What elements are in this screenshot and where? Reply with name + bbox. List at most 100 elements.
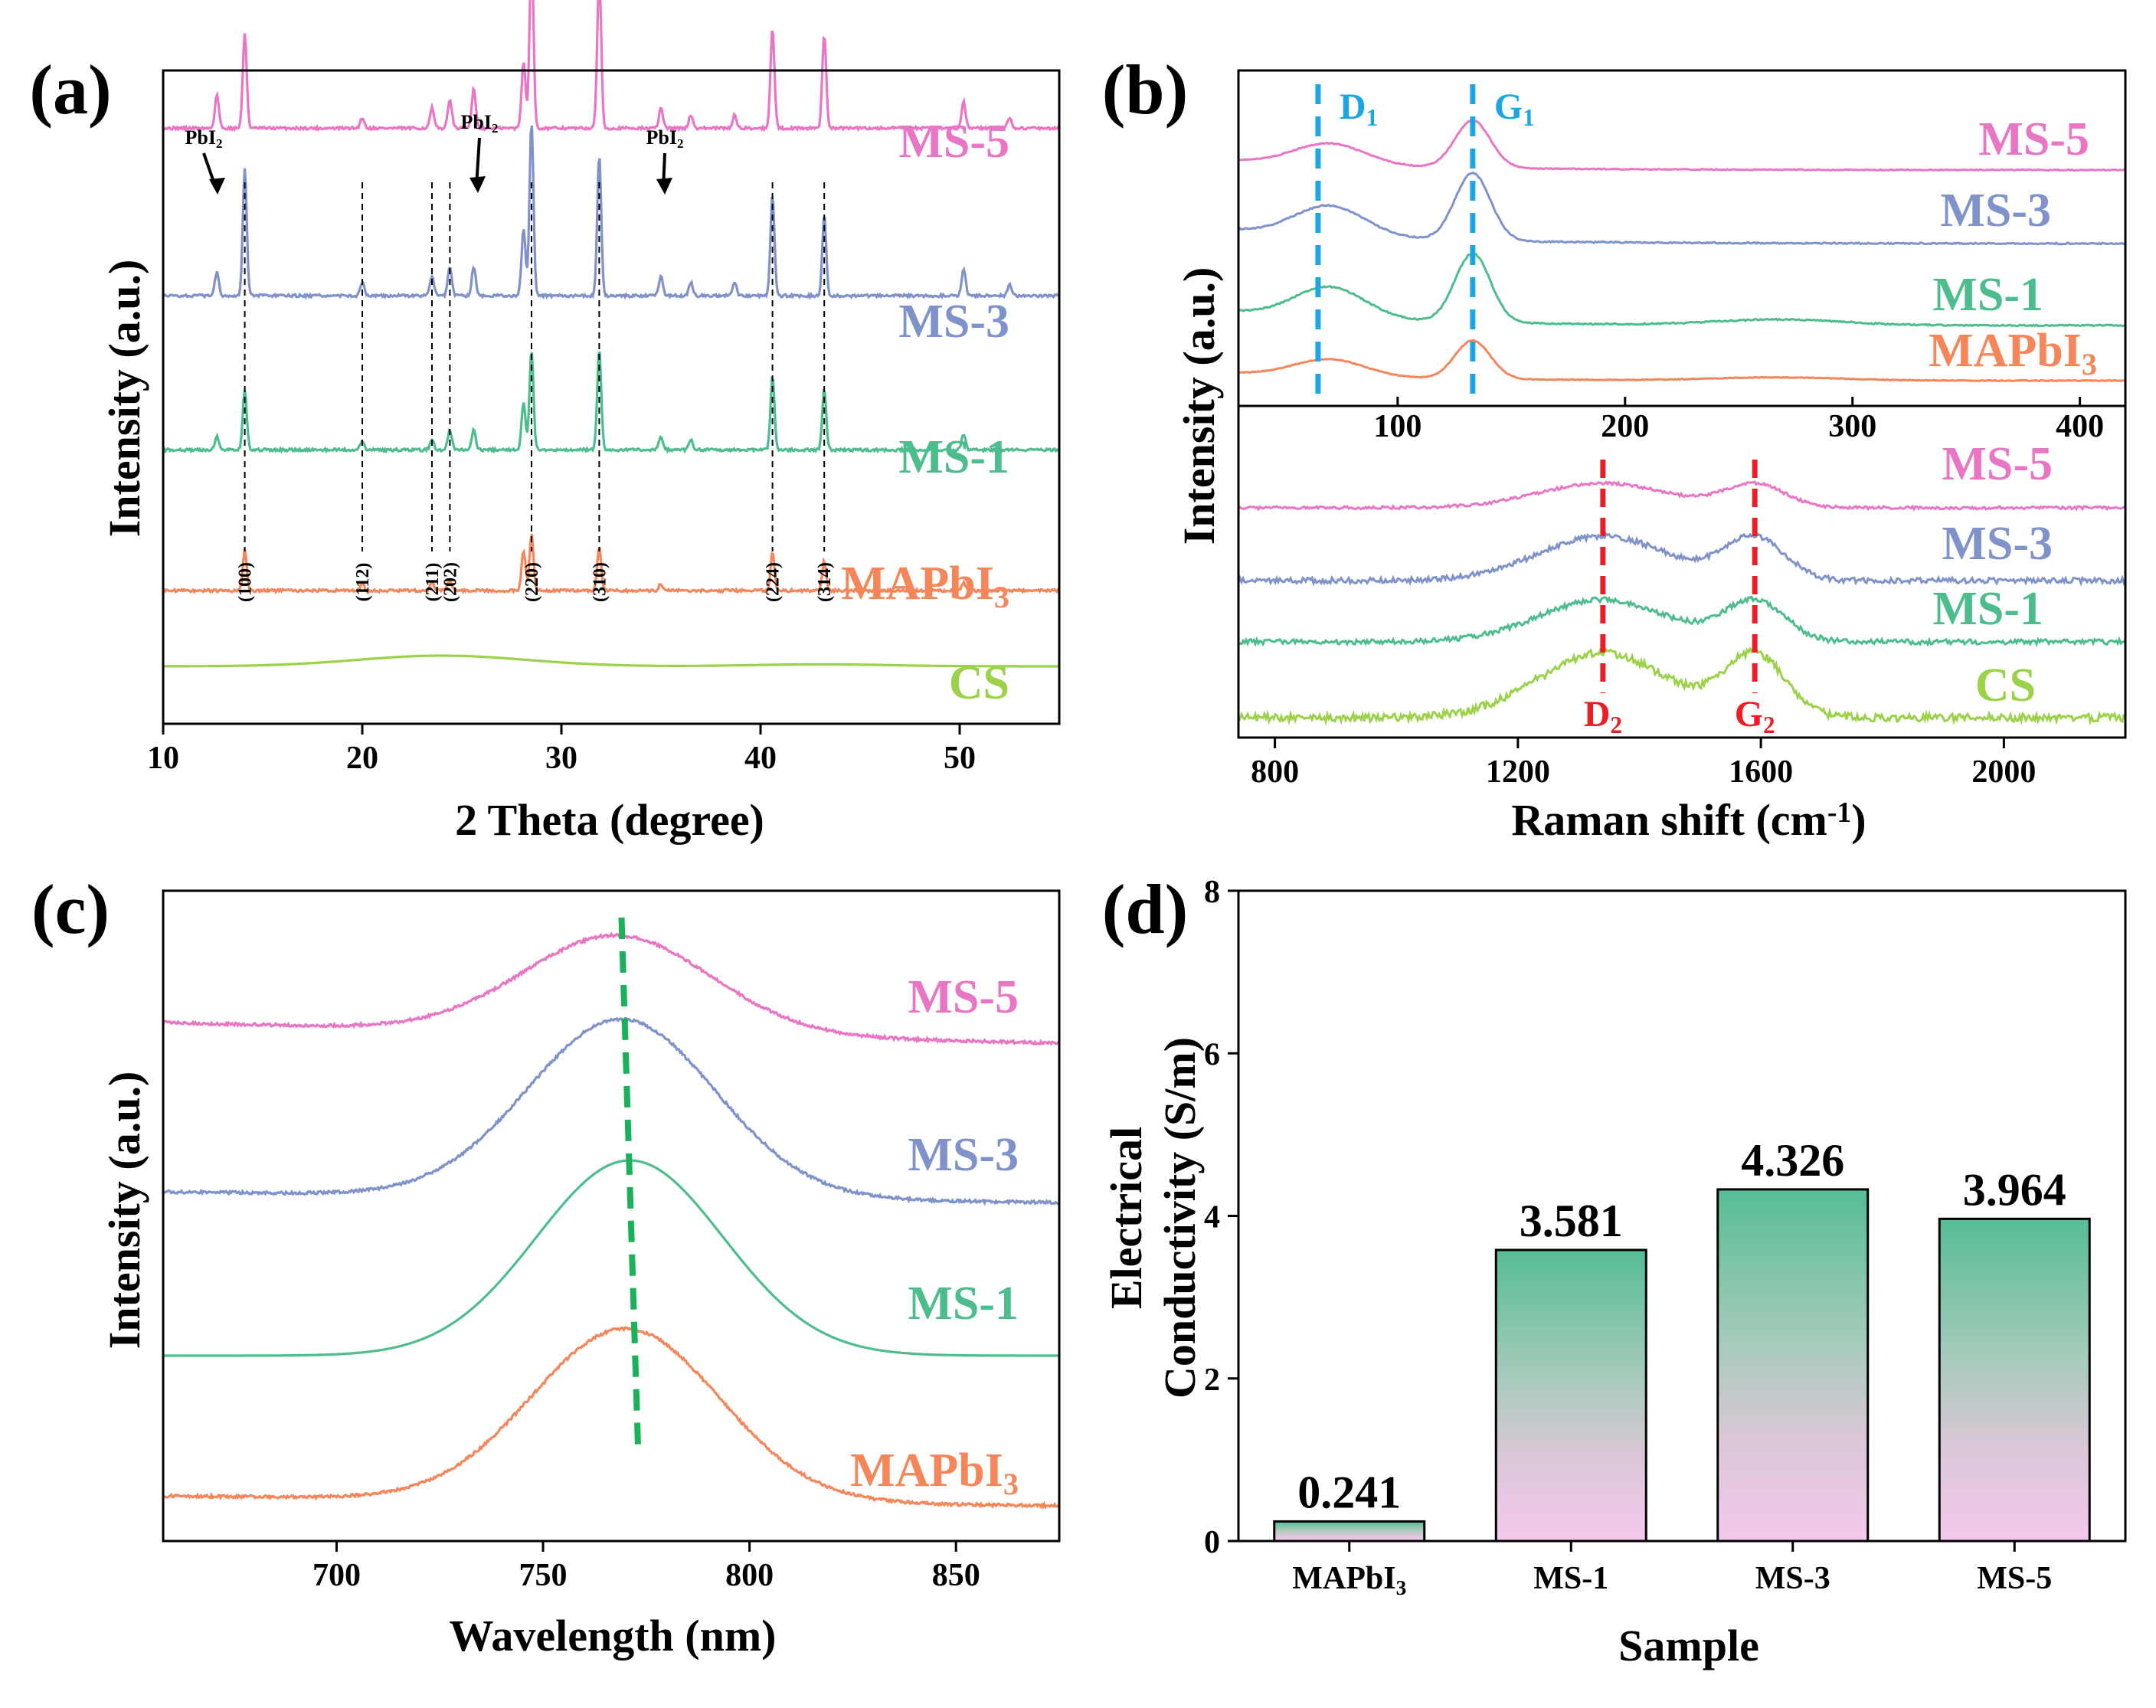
pbi2-annotation: PbI2 — [185, 126, 223, 151]
y-axis-title-d-line1: Electrical — [1101, 1127, 1151, 1309]
bar-mapbi3 — [1273, 1520, 1426, 1543]
x-axis-c-tick-label: 700 — [312, 1558, 361, 1593]
series-label-mapbi3: MAPbI3 — [841, 558, 1009, 614]
bar-value-label: 4.326 — [1741, 1135, 1844, 1186]
raman-bottom-label-ms-3: MS-3 — [1942, 518, 2053, 570]
raman-bottom-line-ms-5 — [1237, 480, 2126, 512]
raman-bottom-line-ms-1 — [1238, 595, 2127, 647]
hkl-label: (224) — [764, 562, 784, 602]
raman-marker-label: D2 — [1584, 694, 1622, 738]
hkl-label: (220) — [522, 562, 542, 602]
bar-value-label: 3.964 — [1963, 1164, 2066, 1215]
x-tick-label-d: MS-3 — [1755, 1561, 1830, 1596]
pl-label-ms-1: MS-1 — [908, 1278, 1019, 1330]
bar-ms-3 — [1716, 1188, 1870, 1543]
pl-line-ms-1 — [163, 1159, 1059, 1357]
y-axis-title-a: Intensity (a.u.) — [100, 260, 149, 538]
pbi2-arrowhead — [469, 176, 486, 193]
raman-bottom-label-ms-1: MS-1 — [1932, 583, 2043, 635]
hkl-label: (211) — [423, 563, 443, 602]
axes-frame-a — [162, 69, 1061, 725]
axes-frame-d — [1237, 889, 2127, 1543]
x-axis-c-tick-label: 850 — [932, 1558, 980, 1593]
hkl-label: (112) — [353, 563, 373, 602]
pl-line-ms-5 — [162, 931, 1061, 1046]
y-axis-title-c: Intensity (a.u.) — [100, 1072, 149, 1350]
x-axis-title-a: 2 Theta (degree) — [455, 795, 764, 845]
pl-line-mapbi3 — [162, 1326, 1061, 1510]
peak-shift-line — [618, 917, 642, 1448]
x-axis-a-tick-label: 20 — [346, 741, 378, 776]
panel-label-d: (d) — [1102, 870, 1188, 948]
x-axis-a-tick-label: 30 — [545, 741, 577, 776]
y-tick-label-d: 8 — [1204, 875, 1220, 910]
raman-top-label-ms-3: MS-3 — [1940, 185, 2051, 237]
x-axis-title-b: Raman shift (cm-1) — [1511, 795, 1866, 845]
xrd-line-mapbi3 — [162, 534, 1061, 595]
hkl-label: (314) — [815, 562, 835, 602]
raman-top-tick-label: 400 — [2056, 409, 2104, 444]
xrd-line-ms-5 — [162, 0, 1061, 133]
pl-line-ms-3 — [162, 1016, 1060, 1206]
pl-label-mapbi3: MAPbI3 — [850, 1445, 1019, 1501]
panel-label-c: (c) — [31, 870, 110, 948]
raman-top-tick-label: 100 — [1373, 409, 1422, 444]
raman-bottom-line-cs — [1237, 646, 2126, 726]
x-axis-b-tick-label: 2000 — [1971, 754, 2036, 790]
x-axis-b-tick-label: 1200 — [1486, 754, 1550, 790]
raman-top-line-ms-5 — [1238, 119, 2126, 172]
x-axis-title-d: Sample — [1618, 1621, 1759, 1670]
raman-top-label-ms-1: MS-1 — [1932, 269, 2043, 321]
x-axis-b-tick-label: 800 — [1251, 754, 1299, 790]
panel-d: (d) 0 2 4 6 8 0.241 MAPbI3 3.581 MS-1 4.326 MS-3 3.9… — [1101, 870, 2127, 1670]
x-tick-label-d: MAPbI3 — [1292, 1561, 1406, 1599]
y-tick-label-d: 0 — [1204, 1525, 1220, 1560]
raman-marker-label: G1 — [1494, 87, 1535, 131]
pl-label-ms-5: MS-5 — [908, 971, 1019, 1023]
raman-top-tick-label: 200 — [1601, 409, 1649, 444]
y-axis-title-d-line2: Conductivity (S/m) — [1155, 1037, 1205, 1399]
hkl-label: (310) — [590, 562, 610, 602]
x-axis-title-c: Wavelength (nm) — [450, 1611, 777, 1661]
hkl-label: (202) — [440, 562, 460, 602]
raman-bottom-line-ms-3 — [1237, 532, 2127, 587]
pbi2-arrowhead — [209, 178, 225, 195]
x-axis-c-tick-label: 800 — [725, 1558, 774, 1593]
x-axis-b-tick-label: 1600 — [1729, 754, 1793, 790]
axes-frame-b — [1237, 69, 2127, 739]
panel-label-a: (a) — [29, 51, 111, 129]
series-label-ms-3: MS-3 — [898, 296, 1009, 348]
y-tick-label-d: 2 — [1204, 1363, 1220, 1398]
pbi2-annotation: PbI2 — [461, 111, 499, 136]
y-axis-title-b: Intensity (a.u.) — [1174, 267, 1224, 545]
raman-top-tick-label: 300 — [1828, 409, 1876, 444]
bar-value-label: 3.581 — [1520, 1196, 1623, 1246]
raman-top-label-ms-5: MS-5 — [1978, 113, 2089, 165]
series-label-ms-1: MS-1 — [898, 431, 1009, 483]
bar-ms-5 — [1938, 1217, 2091, 1543]
panel-label-b: (b) — [1102, 51, 1188, 129]
raman-bottom-label-cs: CS — [1975, 659, 2036, 712]
hkl-label: (100) — [236, 562, 256, 602]
panel-c: (c) MS-5 MS-3 MS-1 MAPbI3 700 750 800 850 Wavelen… — [31, 870, 1061, 1661]
raman-top-line-mapbi3 — [1238, 339, 2126, 382]
raman-marker-label: D1 — [1340, 87, 1378, 131]
xrd-line-ms-1 — [162, 351, 1060, 454]
x-axis-a-tick-label: 40 — [744, 741, 777, 776]
xrd-line-ms-3 — [162, 125, 1061, 300]
series-label-ms-5: MS-5 — [898, 116, 1009, 168]
y-tick-label-d: 6 — [1204, 1037, 1220, 1072]
raman-bottom-label-ms-5: MS-5 — [1942, 438, 2053, 490]
x-axis-a-tick-label: 10 — [147, 741, 179, 776]
axes-frame-c — [162, 889, 1061, 1543]
x-tick-label-d: MS-5 — [1977, 1561, 2052, 1596]
x-tick-label-d: MS-1 — [1533, 1561, 1608, 1596]
xrd-line-cs — [163, 654, 1059, 668]
pbi2-arrowhead — [656, 178, 672, 195]
series-label-cs: CS — [949, 657, 1009, 709]
raman-top-line-ms-3 — [1238, 171, 2126, 246]
raman-marker-label: G2 — [1735, 694, 1775, 738]
x-axis-c-tick-label: 750 — [519, 1558, 568, 1593]
